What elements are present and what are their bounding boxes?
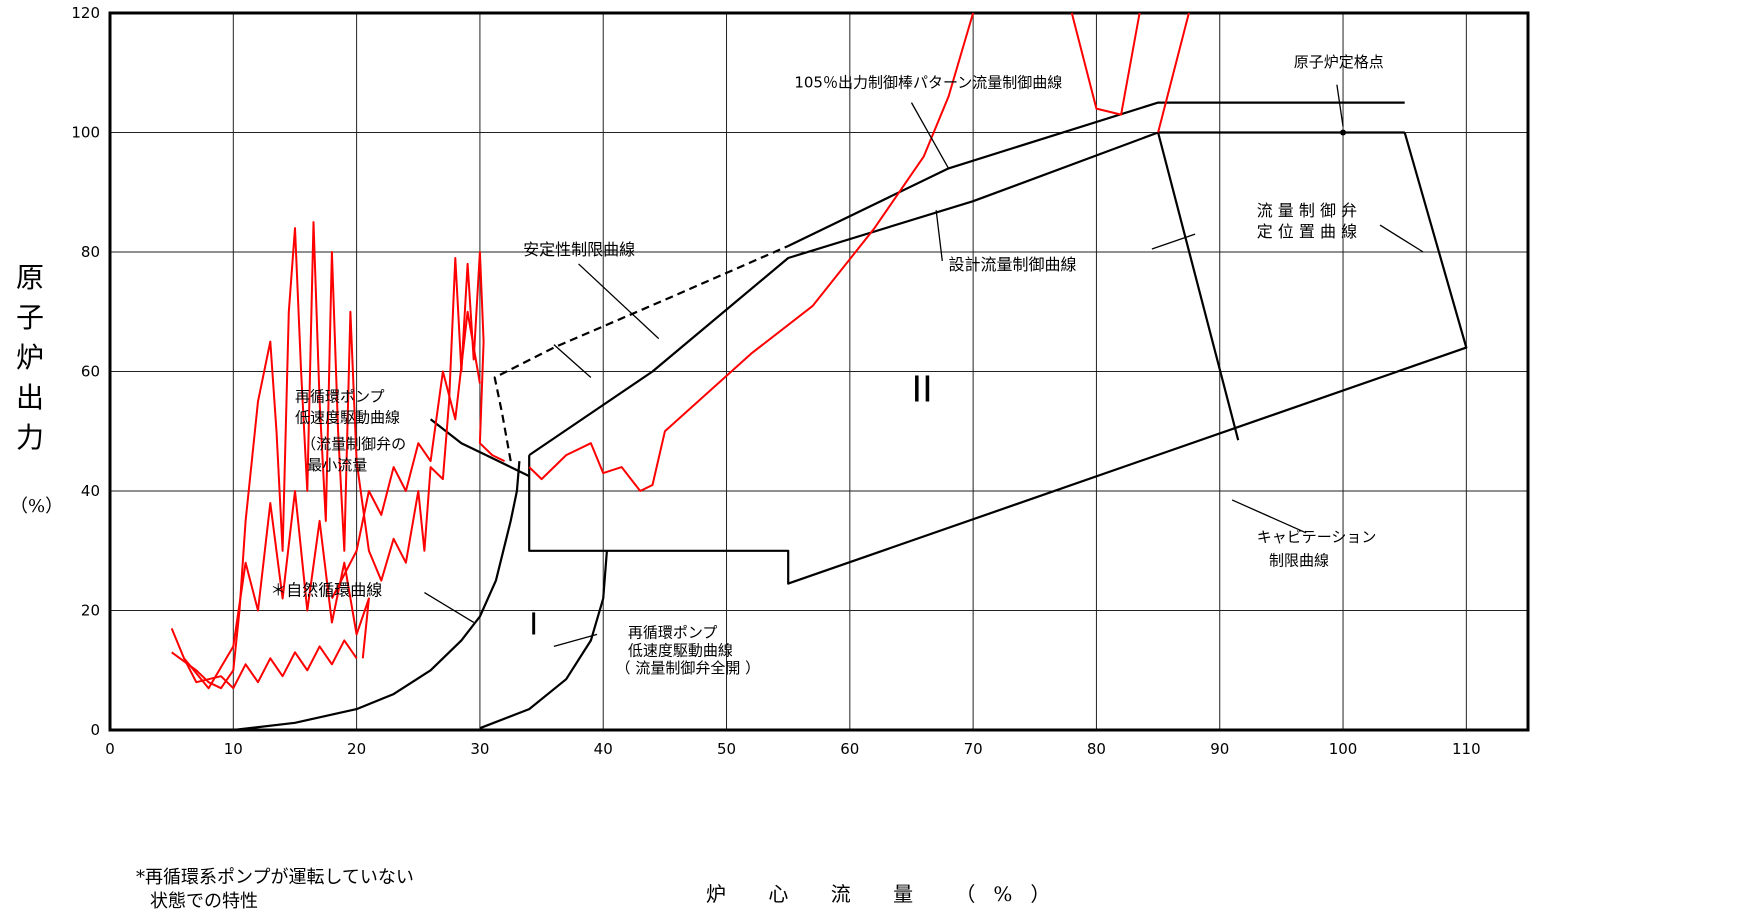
annotation-natural-circ: ＊自然循環曲線 <box>270 581 382 600</box>
annotation-region1: I <box>529 607 538 642</box>
annotation-valve-position-2: 定 位 置 曲 線 <box>1257 222 1357 241</box>
annotation-design-flow-control: 設計流量制御曲線 <box>948 255 1076 274</box>
series-rod-pattern-105 <box>787 101 1405 247</box>
annotation-cavitation-2: 制限曲線 <box>1269 552 1329 570</box>
grid-lines <box>109 12 1528 731</box>
series-stability-limit <box>493 244 789 462</box>
x-tick-label: 90 <box>1210 740 1229 758</box>
series-valve-position <box>1157 132 1240 441</box>
series-measured-spike1 <box>1070 12 1141 116</box>
leader-line <box>1336 84 1344 127</box>
series-min-flow-low <box>429 418 530 478</box>
y-axis-title-char: 出 <box>15 381 44 414</box>
leader-line <box>578 263 660 340</box>
series-measured-trace-b <box>170 490 370 690</box>
y-tick-label: 80 <box>81 243 100 261</box>
series-measured-trace-c <box>183 639 358 690</box>
series-low-speed-full-open <box>479 550 608 730</box>
y-tick-label: 60 <box>81 363 100 381</box>
x-tick-label: 70 <box>964 740 983 758</box>
leader-line <box>424 592 475 624</box>
annotation-stability-limit: 安定性制限曲線 <box>523 240 635 259</box>
y-tick-label: 120 <box>71 4 100 22</box>
annotation-region2: II <box>911 369 932 410</box>
x-tick-label: 10 <box>224 740 243 758</box>
leader-line <box>553 344 592 378</box>
leader-line <box>1231 499 1307 534</box>
y-axis-title-char: 炉 <box>15 341 44 374</box>
annotation-low-speed-min-4: 最小流量 <box>307 456 367 474</box>
annotation-low-speed-full-open-2: 低速度駆動曲線 <box>628 641 733 659</box>
annotation-low-speed-full-open-3: （ 流量制御弁全開 ） <box>616 659 761 677</box>
x-axis-title: 炉 心 流 量 （%） <box>706 882 1069 906</box>
y-axis-title-char: 子 <box>15 301 44 334</box>
x-tick-label: 0 <box>105 740 115 758</box>
series-natural-circulation <box>233 461 521 732</box>
annotation-low-speed-full-open-1: 再循環ポンプ <box>628 623 718 641</box>
annotation-low-speed-min-3: （流量制御弁の <box>301 435 406 453</box>
annotation-rated-point: 原子炉定格点 <box>1294 53 1384 71</box>
series-measured-trace-a <box>171 221 506 690</box>
y-axis-unit: （%） <box>10 496 64 517</box>
x-tick-label: 60 <box>840 740 859 758</box>
annotation-rod-pattern-105: 105％出力制御棒パターン流量制御曲線 <box>794 74 1062 92</box>
leader-line <box>1379 224 1424 253</box>
y-axis-title: 原子炉出力 <box>12 258 48 458</box>
footnote-line-1: *再循環系ポンプが運転していない <box>136 867 414 888</box>
y-tick-label: 100 <box>71 124 100 142</box>
x-tick-label: 30 <box>470 740 489 758</box>
plot-frame <box>108 11 1530 732</box>
series-region-boundary <box>528 132 1468 585</box>
footnote: *再循環系ポンプが運転していない 状態での特性 <box>136 866 414 914</box>
series-measured-spike2 <box>1157 12 1190 133</box>
x-tick-label: 50 <box>717 740 736 758</box>
x-tick-label: 100 <box>1329 740 1358 758</box>
footnote-line-2: 状態での特性 <box>150 891 258 912</box>
leader-line <box>935 210 943 262</box>
annotation-valve-position-1: 流 量 制 御 弁 <box>1257 201 1357 220</box>
y-axis-title-char: 原 <box>15 261 44 294</box>
x-tick-label: 110 <box>1452 740 1481 758</box>
y-tick-label: 0 <box>90 721 100 739</box>
x-tick-label: 80 <box>1087 740 1106 758</box>
leader-line <box>1151 233 1196 250</box>
x-tick-label: 40 <box>594 740 613 758</box>
y-tick-label: 40 <box>81 482 100 500</box>
annotation-low-speed-min-2: 低速度駆動曲線 <box>295 408 400 426</box>
leader-line <box>553 633 598 647</box>
annotation-low-speed-min-1: 再循環ポンプ <box>295 387 385 405</box>
x-tick-label: 20 <box>347 740 366 758</box>
series-design-flow-control <box>528 131 1405 457</box>
rated-point-marker <box>1340 129 1347 136</box>
leader-line <box>910 102 950 169</box>
series-measured-upper <box>528 12 975 492</box>
tick-labels: 0 10 20 30 40 50 60 70 80 90 100 110 0 20 40 60 80 100 120 <box>71 4 1480 758</box>
y-tick-label: 20 <box>81 602 100 620</box>
series-measured-trace-d <box>331 310 481 599</box>
axis-frame <box>108 11 1530 732</box>
y-axis-title-char: 力 <box>15 421 44 454</box>
annotation-cavitation-1: キャビテーション <box>1257 528 1377 546</box>
series-lines <box>170 12 1468 732</box>
